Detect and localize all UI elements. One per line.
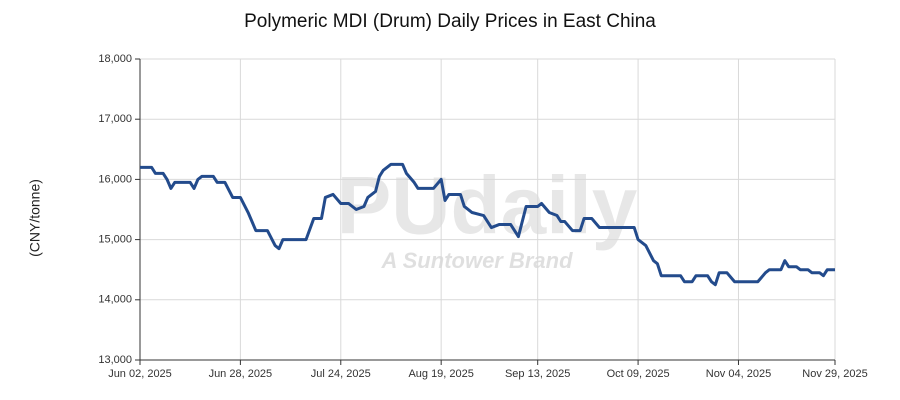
watermark: PUdaily <box>337 161 638 252</box>
x-tick-label: Jun 28, 2025 <box>209 368 273 380</box>
y-tick-label: 14,000 <box>98 294 132 306</box>
y-tick-label: 17,000 <box>98 113 132 125</box>
x-tick-label: Oct 09, 2025 <box>607 368 670 380</box>
y-tick-label: 18,000 <box>98 53 132 65</box>
y-tick-label: 16,000 <box>98 173 132 185</box>
x-tick-label: Jul 24, 2025 <box>311 368 371 380</box>
x-tick-label: Nov 29, 2025 <box>802 368 867 380</box>
price-line <box>140 162 835 287</box>
x-tick-label: Sep 13, 2025 <box>505 368 570 380</box>
y-tick-label: 13,000 <box>98 354 132 366</box>
x-tick-label: Nov 04, 2025 <box>706 368 771 380</box>
x-tick-label: Aug 19, 2025 <box>408 368 473 380</box>
y-tick-label: 15,000 <box>98 234 132 246</box>
y-axis-label: (CNY/tonne) <box>27 179 43 257</box>
chart-title: Polymeric MDI (Drum) Daily Prices in Eas… <box>244 11 656 32</box>
x-tick-label: Jun 02, 2025 <box>108 368 172 380</box>
watermark: A Suntower Brand <box>380 248 573 273</box>
